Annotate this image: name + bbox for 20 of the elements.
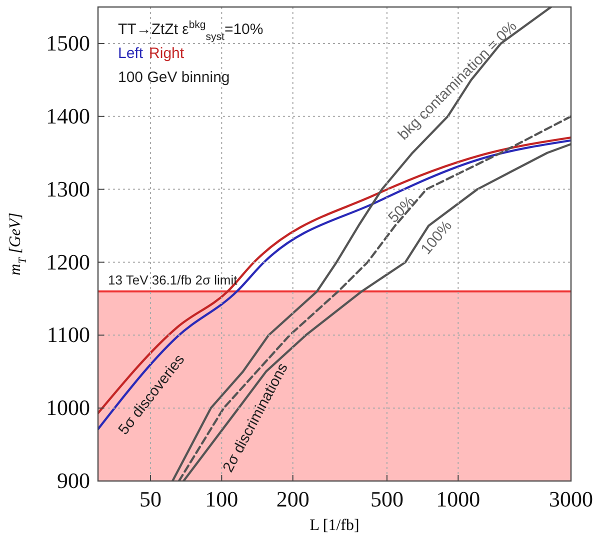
ref-line-label: 13 TeV 36.1/fb 2σ limit	[108, 272, 238, 288]
y-tick-label: 1300	[46, 176, 90, 202]
x-tick-label: 500	[370, 486, 404, 512]
x-axis-title: L [1/fb]	[310, 517, 360, 534]
x-tick-label: 200	[276, 486, 310, 512]
y-tick-label: 1200	[46, 249, 90, 274]
y-tick-label: 1000	[46, 395, 90, 420]
text: Left	[118, 45, 144, 62]
annotation: 50%	[384, 192, 418, 226]
y-tick-label: 1500	[46, 30, 90, 56]
text: Right	[149, 45, 185, 62]
x-tick-label: 3000	[549, 486, 593, 512]
x-tick-label: 100	[205, 486, 238, 512]
y-tick-label: 900	[57, 468, 90, 494]
annotation: 100 GeV binning	[118, 69, 230, 86]
y-tick-label: 1400	[46, 103, 90, 128]
x-tick-label: 50	[139, 486, 162, 512]
y-tick-label: 1100	[46, 322, 90, 348]
annotation: TT→ZtZt ε$^{bkg}$$_{syst}$=10%	[118, 19, 264, 43]
x-tick-label: 1000	[436, 486, 480, 512]
